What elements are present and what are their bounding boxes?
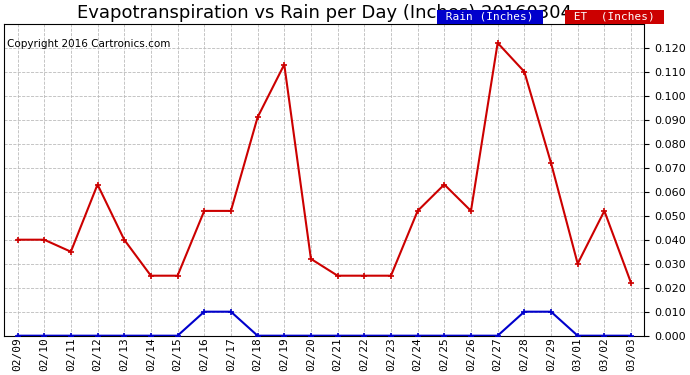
Text: Copyright 2016 Cartronics.com: Copyright 2016 Cartronics.com [7, 39, 170, 50]
Text: Rain (Inches): Rain (Inches) [440, 12, 541, 22]
Title: Evapotranspiration vs Rain per Day (Inches) 20160304: Evapotranspiration vs Rain per Day (Inch… [77, 4, 572, 22]
Text: ET  (Inches): ET (Inches) [567, 12, 662, 22]
